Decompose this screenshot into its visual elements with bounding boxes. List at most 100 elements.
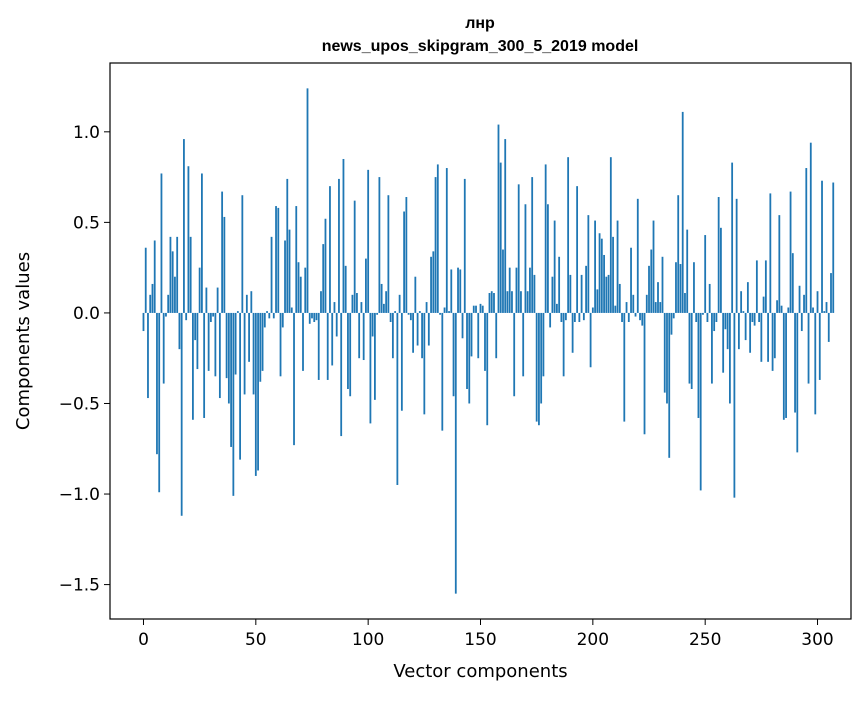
bar [340,312,343,437]
bar [214,312,217,377]
bar [555,303,558,313]
bar [596,289,599,313]
bar [153,240,156,313]
bar [549,312,552,328]
bar [686,229,689,313]
bar [564,312,567,321]
bar [290,307,293,313]
bar [511,291,513,313]
bar [576,186,579,313]
bar [796,312,799,453]
bar [463,178,466,313]
bar [385,291,388,313]
bar [205,287,208,313]
bar [165,312,167,317]
bar [758,312,761,322]
bar [275,206,277,313]
bar [427,312,430,346]
bar [430,256,432,313]
bar [149,294,152,313]
bar [704,235,707,313]
bar [241,195,244,313]
bar [753,312,756,326]
bar [252,312,255,395]
bar [347,312,349,389]
bar [317,312,320,380]
bar [380,283,383,313]
bar [650,249,653,313]
bar [636,198,639,313]
bar [780,305,783,313]
bar [773,312,776,359]
bar [479,303,482,313]
bar [209,312,212,322]
bar [661,256,664,313]
bar [362,312,365,361]
bar [223,216,226,313]
bar [672,312,675,319]
bar [627,312,630,322]
bar [677,195,680,313]
bar [744,312,747,341]
bar [663,312,666,393]
bar [445,168,448,313]
bar [333,302,336,313]
bar [616,220,619,313]
bar [394,311,397,313]
bar [803,294,805,313]
bar [279,312,282,377]
y-tick-label: 0.5 [73,213,100,233]
bar [167,294,170,313]
bar [412,312,414,353]
bar [782,312,785,420]
bar [708,283,711,313]
bar [618,283,621,313]
bar [643,312,646,435]
bar [277,207,280,313]
bar [789,191,792,313]
bar [823,311,826,313]
bar [531,177,534,313]
bar [688,312,691,384]
bar [268,312,271,319]
bar [378,177,381,313]
bar [567,157,570,313]
bar [805,168,808,313]
bar [178,312,181,350]
bar [248,312,250,362]
bar [558,256,561,313]
bar [573,312,576,322]
bar [142,312,145,332]
bar [306,88,309,313]
bar [398,294,401,313]
bar [313,312,316,322]
bar [162,312,165,384]
bar [517,184,520,313]
bar [715,312,718,322]
bars-group [142,88,835,594]
bar [830,273,832,313]
bar [295,206,298,313]
bar [418,311,421,313]
bar [623,312,626,422]
bar [816,291,819,313]
bar [621,312,623,322]
y-tick-label: −0.5 [59,394,100,414]
bar [261,312,264,371]
bar [800,312,803,332]
bar [239,312,241,460]
bar [227,312,230,404]
bar [376,312,379,315]
bar [724,312,727,330]
x-tick-label: 150 [464,630,496,650]
bar [695,312,698,322]
bar [259,312,262,382]
bar [180,312,183,516]
bar [798,285,801,313]
bar [454,312,457,594]
bar [382,303,385,313]
bar [432,251,435,313]
bar [659,302,662,313]
bar [740,291,743,313]
bar [737,312,740,350]
